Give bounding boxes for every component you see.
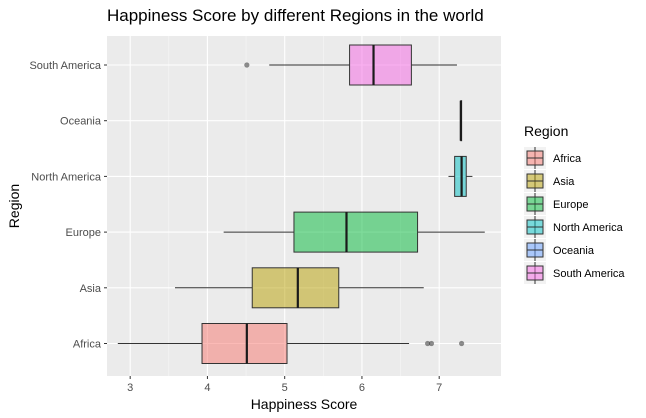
x-axis-title: Happiness Score — [251, 396, 358, 412]
legend-label: Europe — [553, 199, 588, 211]
minor-gridlines — [168, 36, 401, 376]
box-asia — [174, 267, 424, 309]
box-iqr — [251, 267, 340, 309]
major-gridlines — [107, 36, 501, 376]
box-europe — [223, 211, 485, 253]
y-tick-label: North America — [31, 171, 102, 183]
box-iqr — [349, 44, 412, 86]
legend-label: North America — [553, 222, 624, 234]
legend-item: North America — [524, 216, 624, 238]
legend-label: Asia — [553, 176, 575, 188]
legend-item: Oceania — [524, 239, 595, 261]
legend-label: South America — [553, 268, 625, 280]
outlier-point — [244, 62, 250, 68]
panel-background — [107, 36, 501, 376]
x-tick-label: 3 — [127, 382, 133, 394]
x-tick-label: 4 — [204, 382, 210, 394]
box-south-america — [244, 44, 457, 86]
box-oceania — [459, 100, 463, 142]
outlier-point — [459, 340, 465, 347]
box-iqr — [454, 155, 467, 197]
legend-label: Africa — [553, 153, 582, 165]
legend-item: Africa — [524, 147, 582, 169]
y-tick-label: Oceania — [60, 116, 102, 128]
box-series — [117, 44, 485, 364]
outlier-point — [428, 340, 435, 347]
y-tick-label: Europe — [66, 227, 101, 239]
legend-item: South America — [524, 262, 625, 284]
box-north-america — [448, 155, 473, 197]
y-axis-ticks: Africa Asia Europe North America Oceania Sout… — [29, 60, 107, 351]
y-tick-label: Asia — [80, 283, 102, 295]
legend-item: Europe — [524, 193, 588, 215]
outlier-point — [425, 340, 431, 347]
y-axis-title: Region — [6, 184, 22, 228]
x-axis-ticks: 3 4 5 6 7 — [127, 376, 442, 394]
box-iqr — [201, 323, 288, 364]
x-tick-label: 6 — [359, 382, 365, 394]
x-tick-label: 5 — [282, 382, 288, 394]
y-tick-label: South America — [29, 60, 101, 72]
legend-label: Oceania — [553, 245, 595, 257]
x-tick-label: 7 — [436, 382, 442, 394]
box-africa — [117, 323, 465, 364]
box-iqr — [293, 211, 419, 253]
legend: Region Africa Asia Europe North America Ocea… — [524, 123, 625, 284]
y-tick-label: Africa — [73, 339, 102, 351]
legend-title: Region — [524, 123, 568, 139]
chart-title: Happiness Score by different Regions in … — [107, 6, 484, 25]
legend-item: Asia — [524, 170, 575, 192]
